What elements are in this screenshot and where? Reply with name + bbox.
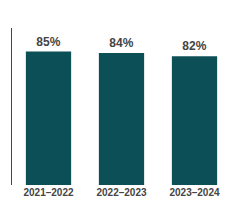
svg-text:85%: 85% [36,35,60,49]
svg-text:84%: 84% [109,36,133,50]
svg-text:2022–2023: 2022–2023 [96,187,146,198]
svg-text:2023–2024: 2023–2024 [169,187,219,198]
svg-text:82%: 82% [182,39,206,53]
svg-text:2021–2022: 2021–2022 [23,187,73,198]
